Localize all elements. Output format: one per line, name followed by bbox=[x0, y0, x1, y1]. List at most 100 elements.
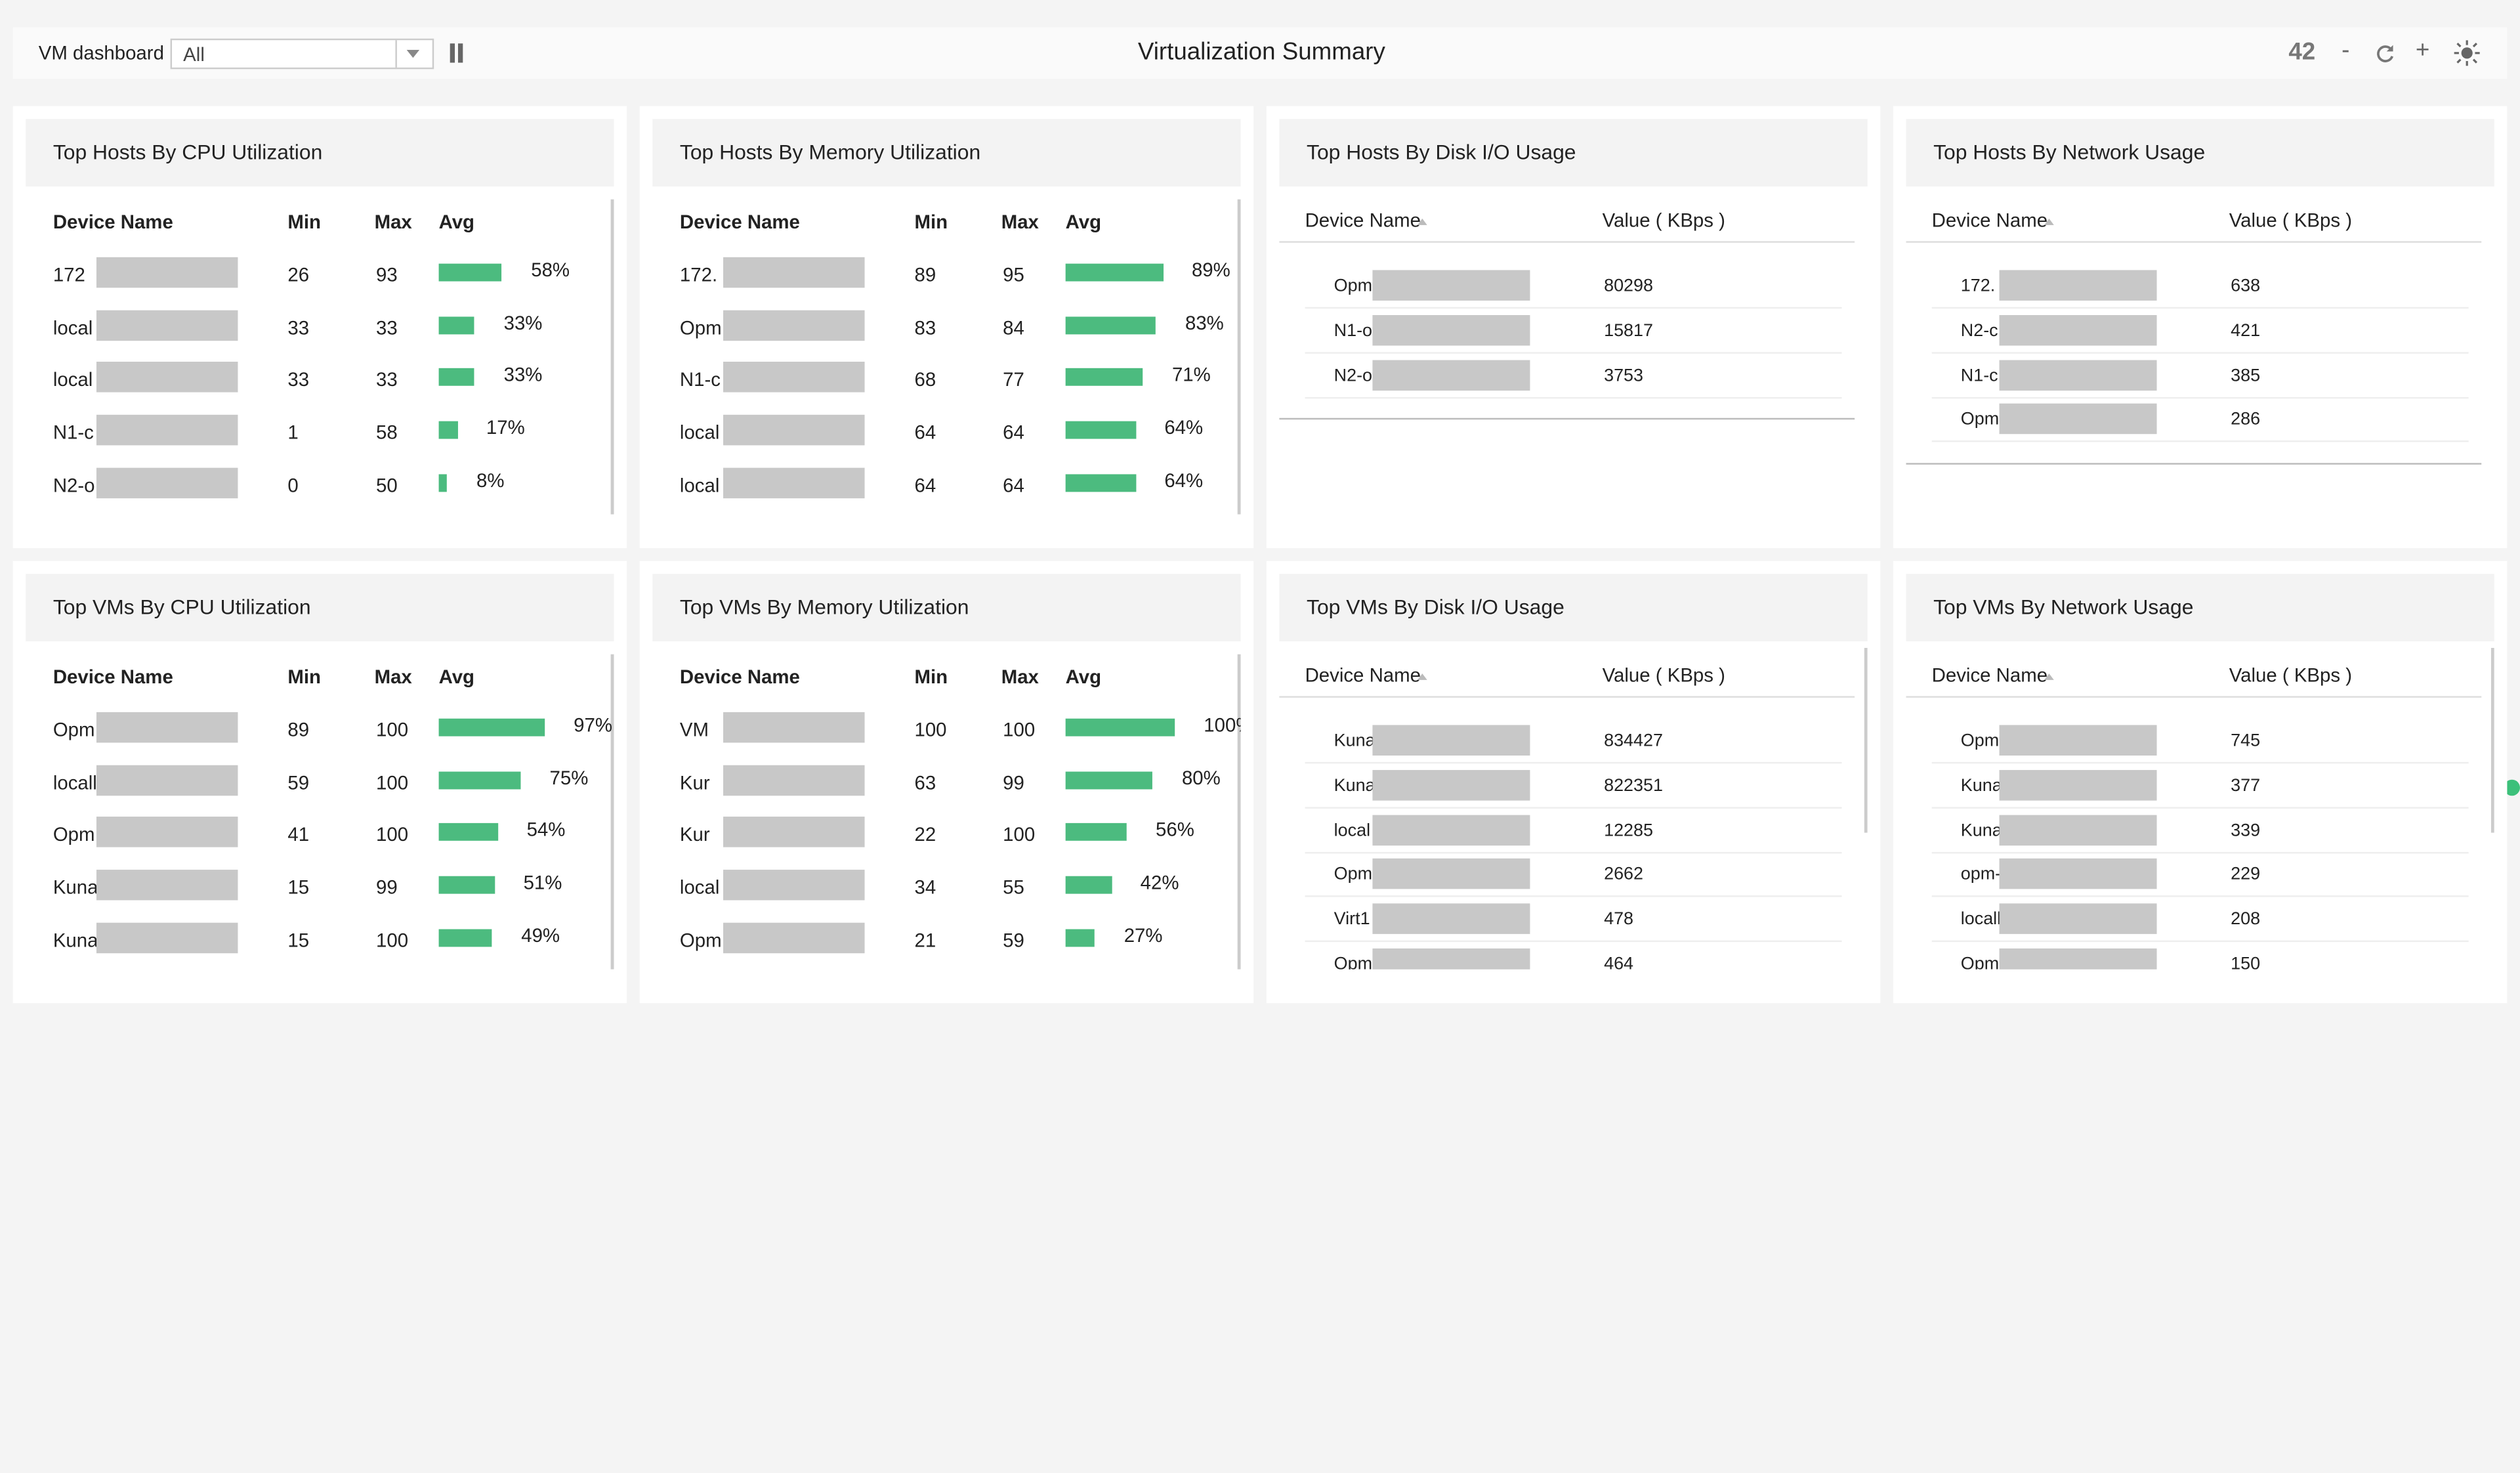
redaction bbox=[1999, 769, 2157, 801]
avg-bar bbox=[438, 368, 475, 387]
row-divider bbox=[1305, 761, 1842, 764]
min-value: 33 bbox=[287, 368, 310, 392]
value: 478 bbox=[1604, 910, 1634, 929]
widget-body: Device Name Min Max Avg VM 100 100 100% Kur 63 99 8… bbox=[640, 648, 1241, 970]
device-name: VM bbox=[679, 718, 709, 741]
column-header: Device Name bbox=[52, 210, 173, 234]
column-header: Value ( KBps ) bbox=[1602, 664, 1725, 687]
max-value: 100 bbox=[1003, 718, 1036, 741]
redaction bbox=[1999, 359, 2157, 391]
widget-title: Top VMs By Network Usage bbox=[1906, 574, 2494, 642]
device-name: Opm bbox=[1960, 410, 2000, 430]
value: 638 bbox=[2231, 276, 2261, 296]
value: 377 bbox=[2231, 776, 2261, 796]
value: 80298 bbox=[1604, 276, 1654, 296]
row-divider bbox=[1931, 440, 2469, 443]
redaction bbox=[723, 817, 865, 848]
max-value: 100 bbox=[376, 929, 409, 952]
avg-label: 8% bbox=[476, 469, 505, 492]
redaction bbox=[96, 870, 238, 901]
pause-icon[interactable] bbox=[448, 43, 464, 63]
device-name: Kur bbox=[679, 771, 710, 794]
redaction bbox=[1999, 270, 2157, 301]
avg-bar bbox=[438, 473, 448, 492]
avg-bar bbox=[438, 929, 493, 947]
min-value: 1 bbox=[287, 421, 299, 444]
widget: Top VMs By Disk I/O Usage Device Name Valu… bbox=[1266, 561, 1881, 1004]
device-name: 172 bbox=[52, 263, 85, 286]
avg-bar bbox=[1065, 876, 1112, 894]
value: 208 bbox=[2231, 910, 2261, 929]
redaction bbox=[1999, 903, 2157, 935]
min-value: 26 bbox=[287, 263, 310, 286]
redaction bbox=[1372, 903, 1530, 935]
zoom-out[interactable]: - bbox=[2342, 37, 2350, 64]
refresh-count: 42 bbox=[2288, 38, 2316, 66]
value: 385 bbox=[2231, 366, 2261, 385]
widget: Top Hosts By Network Usage Device Name Val… bbox=[1893, 106, 2508, 549]
max-value: 33 bbox=[376, 368, 398, 392]
min-value: 89 bbox=[914, 263, 936, 286]
avg-label: 17% bbox=[486, 416, 525, 439]
avg-label: 33% bbox=[503, 311, 543, 334]
device-name: local bbox=[1334, 821, 1371, 840]
row-divider bbox=[1931, 851, 2469, 853]
avg-bar bbox=[438, 718, 545, 736]
value: 464 bbox=[1604, 954, 1634, 970]
zoom-in[interactable]: + bbox=[2415, 37, 2430, 64]
min-value: 41 bbox=[287, 823, 310, 847]
avg-label: 97% bbox=[574, 714, 613, 736]
sort-icon bbox=[1418, 219, 1427, 225]
max-value: 99 bbox=[376, 876, 398, 899]
value: 229 bbox=[2231, 865, 2261, 885]
redaction bbox=[723, 764, 865, 796]
refresh-icon[interactable] bbox=[2376, 43, 2395, 62]
device-name: Opm bbox=[52, 718, 95, 741]
table-header bbox=[1906, 193, 2482, 243]
device-name: Opm bbox=[52, 823, 95, 847]
row-divider bbox=[1931, 351, 2469, 354]
filter-select[interactable]: All bbox=[170, 38, 434, 70]
column-header: Value ( KBps ) bbox=[2229, 664, 2353, 687]
value: 150 bbox=[2231, 954, 2261, 970]
max-value: 100 bbox=[376, 718, 409, 741]
avg-bar bbox=[438, 421, 457, 439]
device-name: Kuna bbox=[1334, 776, 1376, 796]
redaction bbox=[1999, 725, 2157, 756]
redaction bbox=[723, 362, 865, 393]
avg-label: 49% bbox=[521, 924, 560, 947]
device-name: Kuna bbox=[52, 876, 98, 899]
column-header: Avg bbox=[1065, 210, 1102, 234]
widget-title: Top Hosts By Memory Utilization bbox=[652, 119, 1241, 187]
avg-label: 80% bbox=[1181, 766, 1221, 789]
device-name: Opm bbox=[679, 316, 722, 339]
avg-bar bbox=[438, 316, 475, 334]
min-value: 0 bbox=[287, 473, 299, 497]
table-header bbox=[1279, 193, 1855, 243]
value: 834427 bbox=[1604, 731, 1664, 751]
row-divider bbox=[1931, 761, 2469, 764]
max-value: 95 bbox=[1003, 263, 1024, 286]
redaction bbox=[1372, 314, 1530, 346]
row-divider bbox=[1931, 806, 2469, 809]
device-name: N1-c bbox=[52, 421, 94, 444]
widget-title: Top Hosts By Disk I/O Usage bbox=[1279, 119, 1868, 187]
theme-icon[interactable] bbox=[2454, 40, 2480, 66]
avg-label: 83% bbox=[1185, 311, 1224, 334]
column-header: Avg bbox=[438, 210, 475, 234]
column-header: Value ( KBps ) bbox=[2229, 209, 2353, 232]
avg-label: 71% bbox=[1171, 364, 1211, 387]
widget-body: Device Name Min Max Avg 172 26 93 58% local 33 33 3… bbox=[13, 193, 614, 515]
min-value: 33 bbox=[287, 316, 310, 339]
scrollbar bbox=[1237, 654, 1241, 970]
device-name: N1-c bbox=[1960, 366, 1998, 385]
row-divider bbox=[1305, 806, 1842, 809]
column-header: Avg bbox=[1065, 665, 1102, 689]
value: 12285 bbox=[1604, 821, 1654, 840]
min-value: 63 bbox=[914, 771, 936, 794]
row-divider bbox=[1305, 396, 1842, 398]
min-value: 15 bbox=[287, 876, 310, 899]
max-value: 84 bbox=[1003, 316, 1024, 339]
redaction bbox=[96, 415, 238, 446]
